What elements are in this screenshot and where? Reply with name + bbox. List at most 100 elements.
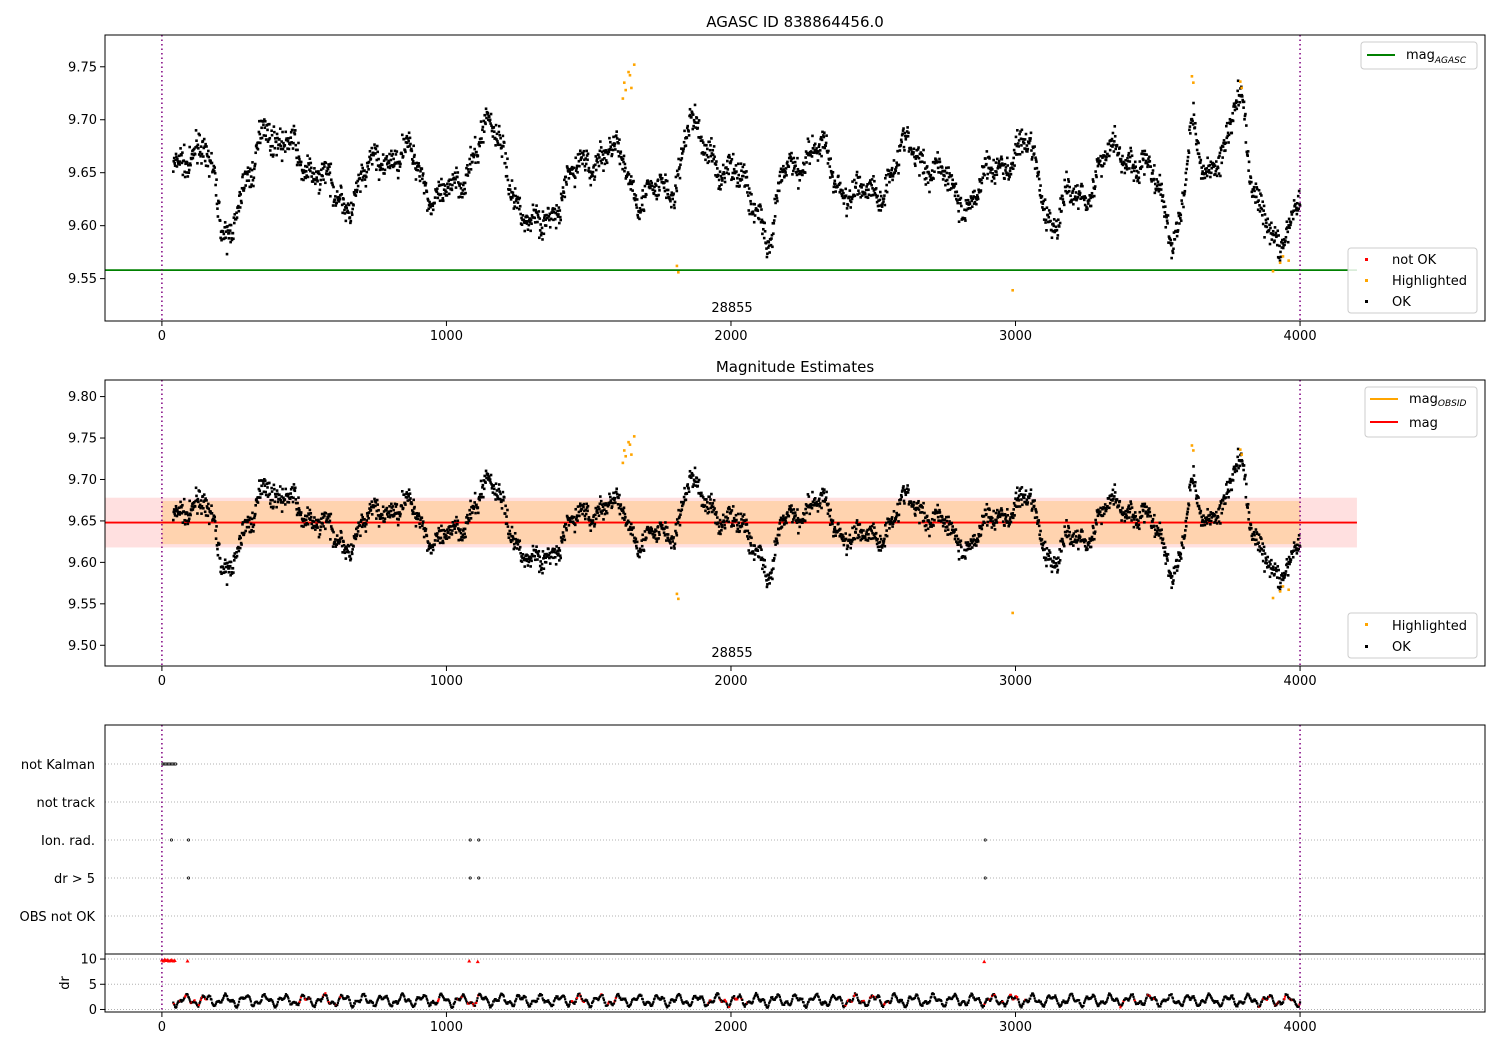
- ok-point: [1212, 512, 1216, 516]
- ok-point: [415, 517, 418, 520]
- ok-point: [1031, 500, 1035, 503]
- ok-point: [950, 174, 954, 177]
- ok-point: [759, 220, 763, 224]
- ok-point: [214, 537, 218, 540]
- ok-point: [1272, 568, 1275, 571]
- ok-point: [1247, 518, 1250, 521]
- ok-point: [419, 518, 422, 522]
- ok-point: [1159, 188, 1163, 191]
- ok-point: [1138, 527, 1141, 531]
- ok-point: [897, 172, 900, 175]
- ok-point: [795, 170, 798, 174]
- ok-point: [933, 170, 936, 174]
- ok-point: [426, 197, 430, 201]
- ok-point: [1112, 503, 1116, 506]
- ok-point: [897, 163, 901, 167]
- ok-point: [1126, 508, 1129, 511]
- ok-point: [1169, 243, 1173, 247]
- ok-point: [1008, 169, 1012, 173]
- ok-point: [944, 525, 948, 529]
- ok-point: [556, 215, 560, 218]
- ok-point: [391, 505, 395, 508]
- ok-point: [312, 524, 315, 528]
- ok-point: [266, 495, 270, 498]
- ok-point: [1180, 541, 1183, 545]
- ok-point: [332, 542, 336, 546]
- ok-point: [945, 178, 949, 182]
- ok-point: [322, 178, 325, 181]
- ok-point: [370, 153, 373, 157]
- ok-point: [1119, 158, 1123, 161]
- ok-point: [682, 500, 685, 504]
- ok-point: [1172, 231, 1176, 234]
- ok-point: [443, 184, 447, 187]
- ok-point: [1236, 455, 1239, 459]
- ok-point: [469, 168, 473, 171]
- ok-point: [686, 483, 690, 486]
- ok-point: [440, 177, 443, 181]
- ok-point: [414, 524, 418, 528]
- ok-point: [293, 486, 297, 490]
- ok-point: [650, 529, 654, 533]
- ok-point: [352, 190, 356, 194]
- ok-point: [899, 498, 903, 501]
- ok-point: [389, 164, 392, 168]
- ok-point: [978, 526, 982, 530]
- ok-point: [390, 149, 393, 153]
- ok-point: [680, 500, 683, 504]
- ok-point: [709, 154, 713, 158]
- ok-point: [269, 153, 273, 157]
- ok-point: [876, 204, 880, 208]
- ok-point: [1015, 153, 1018, 156]
- ok-point: [629, 532, 633, 536]
- ok-point: [782, 517, 786, 520]
- ok-point: [1149, 177, 1153, 181]
- ok-point: [207, 507, 211, 511]
- ok-point: [592, 164, 596, 167]
- ok-point: [658, 533, 661, 537]
- ok-point: [901, 129, 905, 132]
- ok-point: [491, 491, 495, 494]
- ok-point: [615, 130, 619, 133]
- ok-point: [1208, 171, 1211, 174]
- ok-point: [914, 164, 917, 168]
- ok-point: [1162, 542, 1166, 545]
- ok-point: [1222, 141, 1225, 145]
- ok-point: [716, 521, 720, 524]
- ok-point: [387, 159, 390, 163]
- ok-point: [289, 492, 293, 495]
- ok-point: [390, 154, 394, 157]
- ok-point: [1242, 100, 1246, 104]
- ok-point: [527, 560, 531, 564]
- ok-point: [876, 194, 879, 198]
- ok-point: [736, 523, 739, 527]
- ok-point: [1148, 507, 1151, 510]
- ok-point: [598, 502, 602, 506]
- ok-point: [1124, 509, 1127, 513]
- ok-point: [535, 211, 539, 215]
- ok-point: [1103, 150, 1107, 153]
- ok-point: [736, 181, 740, 185]
- ok-point: [582, 505, 585, 509]
- ok-point: [436, 196, 440, 200]
- ok-point: [671, 540, 675, 543]
- ok-point: [317, 192, 321, 195]
- ok-point: [581, 504, 585, 507]
- ok-point: [609, 140, 612, 144]
- ok-point: [806, 493, 810, 496]
- ok-point: [603, 162, 607, 166]
- ok-point: [1043, 540, 1047, 544]
- ok-point: [993, 173, 996, 177]
- ok-point: [550, 211, 554, 214]
- ok-point: [1177, 551, 1180, 554]
- ok-point: [1036, 521, 1040, 524]
- ok-point: [324, 181, 327, 185]
- ok-point: [449, 525, 453, 528]
- ok-point: [664, 525, 668, 529]
- ok-point: [543, 554, 546, 558]
- ok-point: [426, 549, 429, 552]
- ok-point: [826, 151, 829, 154]
- ok-point: [933, 512, 937, 515]
- ok-point: [574, 156, 578, 160]
- ok-point: [502, 141, 506, 144]
